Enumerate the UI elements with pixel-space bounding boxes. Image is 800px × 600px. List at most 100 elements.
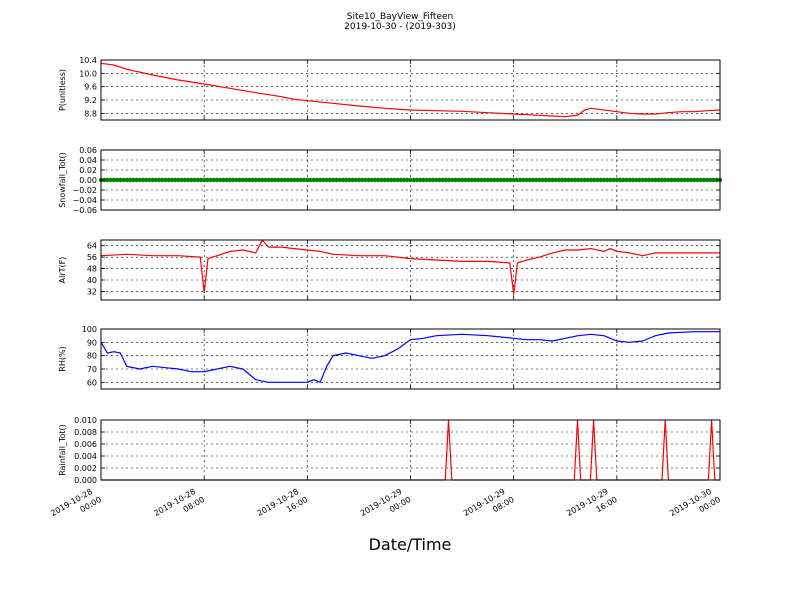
series-marker bbox=[627, 177, 632, 183]
series-marker bbox=[324, 177, 329, 183]
panels-group: 8.8 9.2 9.6 10.0 10.4 P(unitless) −0.06−0.04−0… bbox=[58, 56, 723, 485]
series-marker bbox=[337, 177, 342, 183]
series-marker bbox=[285, 177, 291, 183]
series-marker bbox=[282, 177, 287, 183]
series-marker bbox=[659, 177, 665, 183]
series-marker bbox=[621, 177, 626, 183]
y-axis-label: Snowfall_Tot() bbox=[58, 152, 67, 208]
series-marker bbox=[446, 177, 452, 183]
series-marker bbox=[140, 177, 146, 183]
series-marker bbox=[205, 177, 210, 183]
panel-4: 0.000 0.002 0.004 0.006 0.008 0.010 Rainfall_T… bbox=[58, 416, 721, 485]
series-marker bbox=[292, 177, 297, 183]
series-marker bbox=[704, 177, 710, 183]
series-marker bbox=[166, 177, 171, 183]
series-marker bbox=[408, 177, 413, 183]
series-marker bbox=[511, 177, 516, 183]
series-marker bbox=[143, 177, 149, 183]
series-marker bbox=[492, 177, 497, 183]
series-marker bbox=[356, 177, 362, 183]
series-marker bbox=[414, 177, 420, 183]
series-marker bbox=[405, 177, 410, 183]
series-marker bbox=[611, 177, 616, 183]
y-axis-label: Rainfall_Tot() bbox=[58, 424, 67, 476]
series-marker bbox=[243, 177, 249, 183]
series-marker bbox=[124, 177, 129, 183]
series-marker bbox=[114, 177, 120, 183]
series-marker bbox=[537, 177, 542, 183]
series-marker bbox=[708, 177, 713, 183]
series-marker bbox=[398, 177, 404, 183]
series-marker bbox=[672, 177, 678, 183]
series-marker bbox=[630, 177, 636, 183]
series-marker bbox=[330, 177, 336, 183]
series-line-0 bbox=[100, 62, 721, 118]
series-marker bbox=[456, 177, 462, 183]
series-marker bbox=[411, 177, 416, 183]
y-tick-label: 64 bbox=[87, 242, 97, 251]
series-marker bbox=[318, 177, 323, 183]
series-marker bbox=[192, 177, 197, 183]
series-marker bbox=[604, 177, 610, 183]
series-marker bbox=[153, 177, 159, 183]
y-tick-label: 10.0 bbox=[79, 69, 97, 78]
series-marker bbox=[553, 177, 558, 183]
series-marker bbox=[334, 177, 339, 183]
series-marker bbox=[134, 177, 139, 183]
series-marker bbox=[495, 177, 500, 183]
series-marker bbox=[666, 177, 671, 183]
series-marker bbox=[172, 177, 178, 183]
panel-3: 60 70 80 90 100 RH(%) bbox=[58, 325, 721, 390]
panel-0: 8.8 9.2 9.6 10.0 10.4 P(unitless) bbox=[58, 56, 721, 121]
y-tick-label: 0.006 bbox=[74, 440, 97, 449]
series-marker bbox=[295, 177, 300, 183]
y-tick-label: 0.000 bbox=[74, 476, 97, 485]
y-axis-label: RH(%) bbox=[58, 346, 67, 371]
series-marker bbox=[669, 177, 674, 183]
series-marker bbox=[624, 177, 629, 183]
series-marker bbox=[388, 177, 394, 183]
series-marker bbox=[272, 177, 278, 183]
y-tick-label: 40 bbox=[87, 276, 97, 285]
y-tick-label: −0.06 bbox=[72, 206, 97, 215]
series-marker bbox=[463, 177, 468, 183]
series-marker bbox=[147, 177, 152, 183]
y-tick-label: −0.02 bbox=[72, 186, 97, 195]
series-marker bbox=[321, 177, 326, 183]
series-marker bbox=[276, 177, 281, 183]
y-tick-label: 9.2 bbox=[84, 96, 97, 105]
series-marker bbox=[176, 177, 181, 183]
series-marker bbox=[198, 177, 204, 183]
series-marker bbox=[221, 177, 226, 183]
series-marker bbox=[259, 177, 265, 183]
series-marker bbox=[111, 177, 117, 183]
y-tick-label: 100 bbox=[82, 325, 97, 334]
series-marker bbox=[350, 177, 355, 183]
series-marker bbox=[160, 177, 165, 183]
series-marker bbox=[118, 177, 123, 183]
series-marker bbox=[617, 177, 623, 183]
series-marker bbox=[633, 177, 639, 183]
series-marker bbox=[201, 177, 207, 183]
series-marker bbox=[253, 177, 258, 183]
series-marker bbox=[308, 177, 313, 183]
series-marker bbox=[189, 177, 194, 183]
series-marker bbox=[469, 177, 474, 183]
y-tick-label: 90 bbox=[87, 338, 97, 347]
series-marker bbox=[385, 177, 391, 183]
series-marker bbox=[305, 177, 310, 183]
y-tick-label: 56 bbox=[87, 253, 97, 262]
series-marker bbox=[137, 177, 142, 183]
series-marker bbox=[234, 177, 239, 183]
series-marker bbox=[614, 177, 620, 183]
series-marker bbox=[314, 177, 320, 183]
series-marker bbox=[382, 177, 387, 183]
series-marker bbox=[572, 177, 578, 183]
series-marker bbox=[566, 177, 571, 183]
series-marker bbox=[521, 177, 526, 183]
series-marker bbox=[434, 177, 439, 183]
panel-1: −0.06−0.04−0.020.000.020.040.06 Snowfall_… bbox=[58, 146, 723, 215]
series-marker bbox=[440, 177, 445, 183]
